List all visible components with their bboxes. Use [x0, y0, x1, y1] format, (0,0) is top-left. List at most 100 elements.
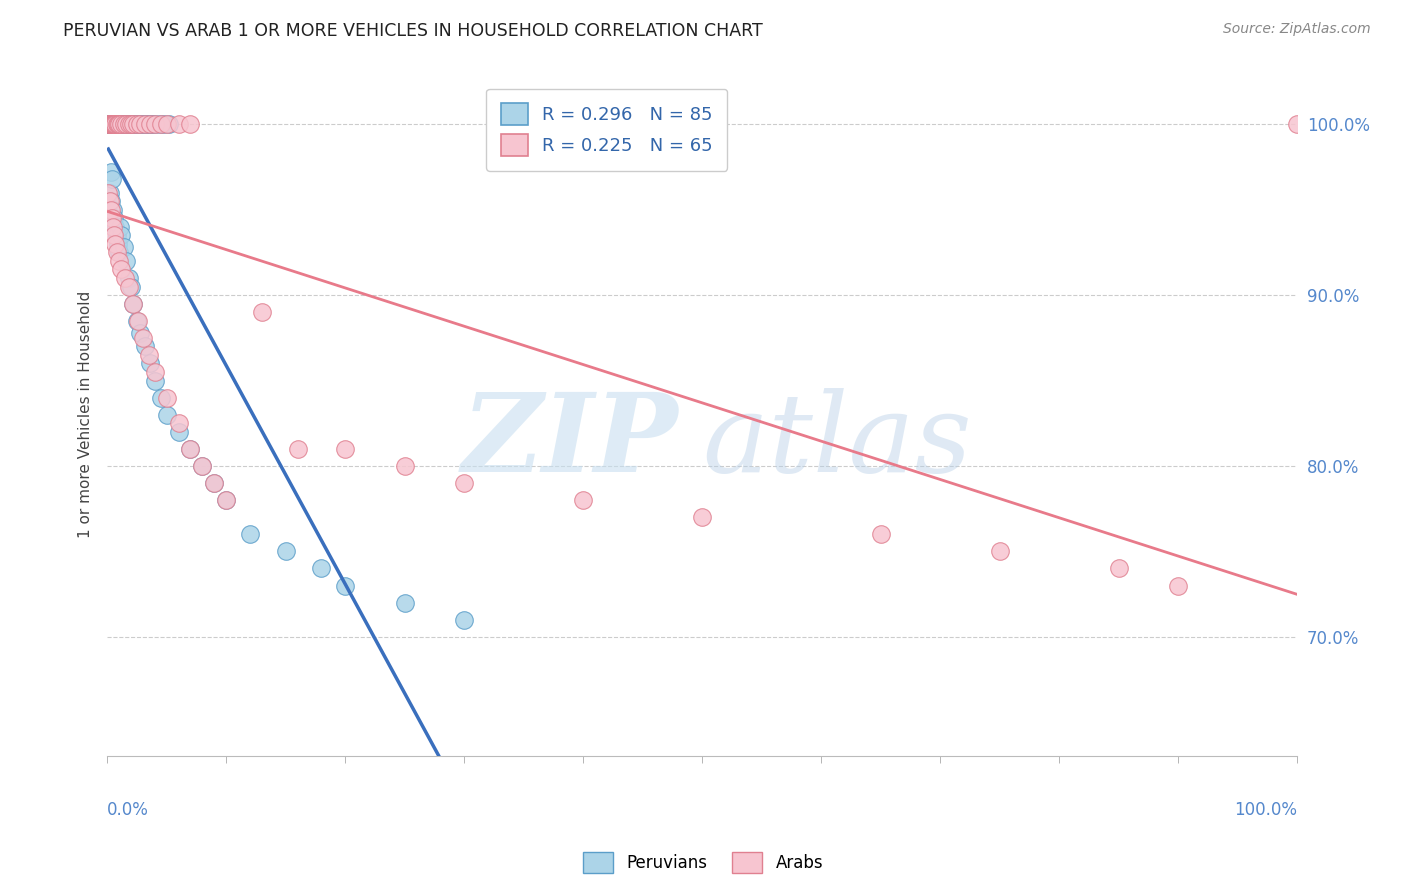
Point — [125, 117, 148, 131]
Point — [100, 117, 122, 131]
Point — [179, 117, 201, 131]
Point — [112, 117, 135, 131]
Point — [156, 117, 179, 131]
Point — [107, 117, 129, 131]
Point — [103, 117, 125, 131]
Point — [149, 391, 172, 405]
Point — [103, 211, 125, 226]
Point — [157, 117, 180, 131]
Point — [101, 117, 124, 131]
Point — [101, 219, 124, 234]
Point — [311, 561, 333, 575]
Point — [125, 314, 148, 328]
Point — [108, 245, 131, 260]
Point — [108, 117, 131, 131]
Point — [110, 228, 132, 243]
Point — [1167, 578, 1189, 592]
Point — [139, 117, 162, 131]
Point — [105, 117, 128, 131]
Point — [141, 117, 163, 131]
Point — [125, 117, 148, 131]
Point — [1108, 561, 1130, 575]
Point — [143, 117, 166, 131]
Y-axis label: 1 or more Vehicles in Household: 1 or more Vehicles in Household — [79, 291, 93, 538]
Point — [120, 117, 142, 131]
Point — [101, 117, 124, 131]
Point — [103, 117, 125, 131]
Point — [100, 117, 122, 131]
Point — [117, 117, 139, 131]
Point — [98, 117, 121, 131]
Point — [117, 279, 139, 293]
Point — [134, 117, 156, 131]
Point — [139, 117, 162, 131]
Point — [1286, 117, 1309, 131]
Point — [191, 458, 214, 473]
Point — [101, 117, 124, 131]
Point — [122, 117, 145, 131]
Point — [97, 117, 120, 131]
Point — [129, 326, 152, 340]
Point — [100, 117, 122, 131]
Point — [138, 348, 160, 362]
Point — [100, 202, 122, 217]
Point — [101, 117, 124, 131]
Point — [100, 165, 122, 179]
Point — [103, 117, 125, 131]
Point — [98, 117, 121, 131]
Point — [98, 117, 121, 131]
Point — [97, 117, 120, 131]
Point — [104, 117, 127, 131]
Point — [127, 314, 149, 328]
Point — [112, 117, 135, 131]
Point — [274, 544, 297, 558]
Point — [115, 117, 138, 131]
Point — [101, 202, 124, 217]
Point — [869, 527, 891, 541]
Point — [110, 117, 132, 131]
Text: Source: ZipAtlas.com: Source: ZipAtlas.com — [1223, 22, 1371, 37]
Point — [143, 365, 166, 379]
Point — [132, 331, 155, 345]
Point — [139, 356, 162, 370]
Text: PERUVIAN VS ARAB 1 OR MORE VEHICLES IN HOUSEHOLD CORRELATION CHART: PERUVIAN VS ARAB 1 OR MORE VEHICLES IN H… — [63, 22, 763, 40]
Point — [122, 296, 145, 310]
Point — [453, 475, 475, 490]
Text: ZIP: ZIP — [461, 388, 678, 496]
Point — [156, 391, 179, 405]
Point — [690, 510, 713, 524]
Point — [108, 117, 131, 131]
Point — [179, 442, 201, 456]
Point — [148, 117, 170, 131]
Point — [111, 117, 134, 131]
Point — [132, 117, 155, 131]
Point — [104, 117, 127, 131]
Point — [110, 117, 132, 131]
Point — [104, 117, 127, 131]
Point — [333, 442, 356, 456]
Point — [202, 475, 225, 490]
Point — [117, 271, 139, 285]
Point — [103, 117, 125, 131]
Point — [134, 117, 156, 131]
Point — [117, 117, 139, 131]
Point — [107, 117, 129, 131]
Point — [101, 172, 124, 186]
Point — [108, 117, 131, 131]
Point — [115, 117, 138, 131]
Point — [114, 271, 136, 285]
Point — [394, 458, 416, 473]
Point — [105, 117, 128, 131]
Point — [167, 117, 190, 131]
Legend: R = 0.296   N = 85, R = 0.225   N = 65: R = 0.296 N = 85, R = 0.225 N = 65 — [486, 89, 727, 170]
Point — [101, 117, 124, 131]
Point — [101, 211, 124, 226]
Point — [143, 374, 166, 388]
Point — [97, 117, 120, 131]
Point — [120, 117, 142, 131]
Point — [107, 236, 129, 251]
Point — [122, 117, 145, 131]
Point — [100, 194, 122, 208]
Point — [108, 254, 131, 268]
Text: atlas: atlas — [702, 388, 972, 496]
